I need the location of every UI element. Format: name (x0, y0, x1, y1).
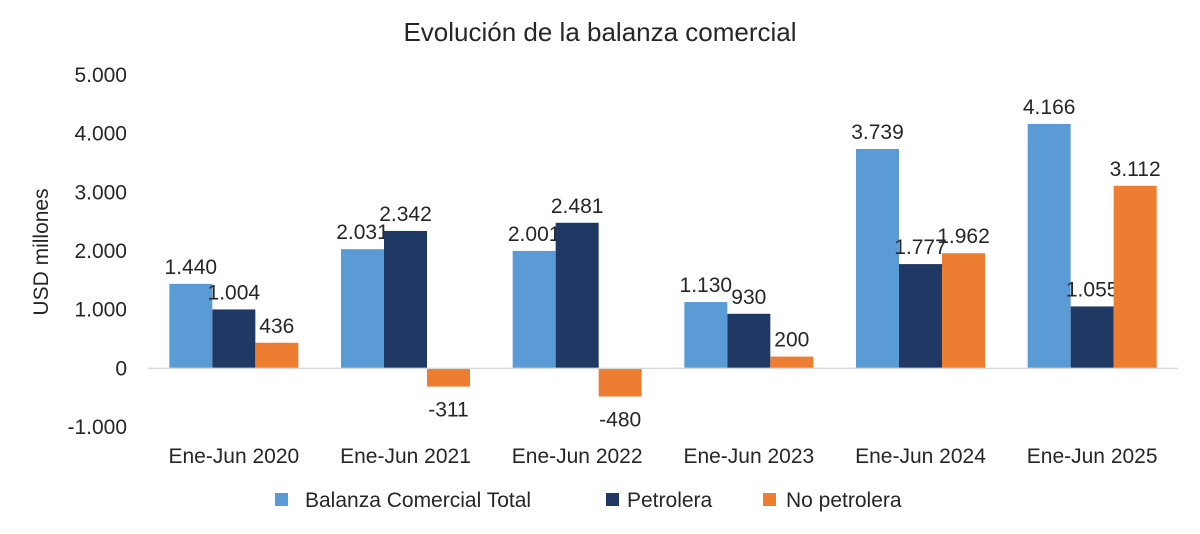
chart-title: Evolución de la balanza comercial (403, 17, 796, 47)
legend-label: No petrolera (786, 489, 902, 512)
data-label: 200 (774, 329, 809, 352)
data-label: -480 (599, 408, 641, 431)
y-tick-label: 3.000 (74, 181, 127, 204)
y-tick-label: -1.000 (67, 416, 127, 439)
data-label: 3.739 (851, 121, 904, 144)
data-label: 3.112 (1110, 158, 1161, 181)
legend: Balanza Comercial Total Petrolera No petro… (275, 489, 902, 512)
data-label: 4.166 (1023, 96, 1076, 119)
data-label: 930 (731, 286, 766, 309)
bar-0-2 (512, 250, 556, 369)
data-label: 2.481 (551, 195, 604, 218)
data-label: 1.777 (894, 236, 947, 259)
data-label: 2.342 (379, 203, 432, 226)
x-tick-label: Ene-Jun 2024 (855, 445, 986, 468)
bar-2-5 (1113, 185, 1157, 369)
y-tick-label: 0 (115, 357, 127, 380)
bar-2-4 (942, 253, 985, 369)
bar-0-3 (684, 302, 728, 369)
data-label: 1.004 (208, 281, 261, 304)
bar-2-3 (770, 356, 814, 369)
y-axis-label: USD millones (30, 188, 53, 315)
bar-1-2 (555, 222, 599, 369)
data-label: 1.055 (1066, 278, 1119, 301)
data-label: 2.031 (336, 221, 389, 244)
bar-0-5 (1027, 123, 1071, 369)
bar-1-4 (899, 264, 942, 369)
x-tick-label: Ene-Jun 2022 (512, 445, 643, 468)
data-label: -311 (428, 399, 468, 422)
bar-0-4 (856, 148, 899, 369)
data-label: 436 (259, 315, 294, 338)
data-label: 1.130 (680, 274, 733, 297)
bar-2-1 (427, 368, 470, 387)
x-tick-label: Ene-Jun 2020 (168, 445, 299, 468)
y-tick-label: 1.000 (74, 299, 127, 322)
legend-swatch (606, 493, 619, 506)
data-label: 2.001 (508, 223, 561, 246)
legend-label: Petrolera (627, 489, 713, 512)
bar-1-1 (384, 230, 427, 369)
x-tick-label: Ene-Jun 2021 (340, 445, 471, 468)
data-label: 1.440 (165, 256, 218, 279)
legend-swatch (275, 493, 288, 506)
y-tick-label: 2.000 (74, 240, 127, 263)
bar-2-2 (598, 368, 642, 397)
legend-label: Balanza Comercial Total (305, 489, 531, 512)
bar-2-0 (255, 342, 299, 369)
bar-0-1 (341, 249, 384, 369)
bar-1-3 (727, 313, 771, 369)
plot-area: -1.000 0 1.000 2.000 3.000 4.000 5.000 1.440 2.0… (67, 64, 1178, 468)
data-label: 1.962 (937, 225, 990, 248)
bar-1-5 (1070, 306, 1114, 369)
bar-1-0 (212, 309, 256, 369)
legend-swatch (763, 493, 776, 506)
x-tick-label: Ene-Jun 2023 (683, 445, 814, 468)
x-tick-label: Ene-Jun 2025 (1027, 445, 1158, 468)
y-tick-label: 5.000 (74, 64, 127, 87)
bar-0-0 (169, 283, 213, 369)
y-tick-label: 4.000 (74, 123, 127, 146)
